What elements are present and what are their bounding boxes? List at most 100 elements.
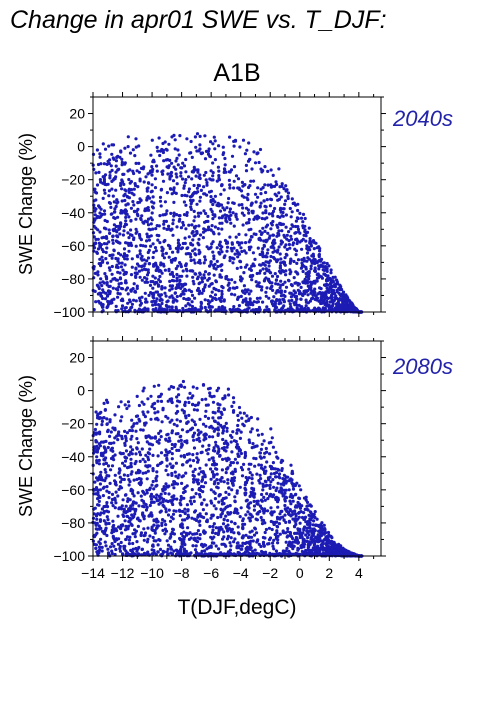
scatter-point: [163, 200, 167, 204]
scatter-point: [208, 425, 212, 429]
scatter-point: [285, 247, 289, 252]
scatter-point: [139, 481, 143, 485]
scatter-point: [102, 235, 106, 239]
scatter-point: [226, 387, 230, 391]
scatter-point: [238, 259, 242, 263]
scatter-point: [187, 223, 191, 227]
scatter-point: [255, 531, 259, 535]
scatter-point: [251, 303, 255, 307]
scatter-point: [193, 509, 198, 513]
scatter-point: [98, 430, 102, 434]
scatter-point: [145, 277, 149, 281]
scatter-point: [310, 515, 314, 520]
scatter-point: [130, 448, 135, 452]
scatter-point: [121, 523, 125, 527]
scatter-point: [98, 513, 102, 517]
scatter-point: [273, 249, 277, 253]
scatter-point: [222, 542, 226, 546]
scatter-point: [303, 259, 307, 263]
scatter-point: [259, 447, 263, 451]
scatter-point: [189, 202, 193, 206]
scatter-point: [215, 246, 219, 250]
scatter-point: [243, 455, 247, 460]
scatter-point: [143, 280, 147, 284]
scatter-point: [272, 510, 276, 514]
scatter-point: [174, 461, 178, 465]
scatter-point: [245, 478, 249, 482]
scatter-point: [241, 138, 246, 142]
scatter-point: [195, 532, 199, 536]
scatter-point: [132, 193, 136, 197]
scatter-point: [285, 188, 289, 192]
scatter-point: [311, 523, 315, 527]
scatter-point: [209, 169, 213, 173]
scatter-point: [157, 538, 161, 542]
scatter-point: [219, 552, 223, 556]
scatter-point: [100, 507, 104, 511]
scatter-point: [97, 524, 101, 528]
scatter-point: [192, 438, 196, 442]
scatter-point: [276, 248, 280, 252]
scatter-point: [174, 167, 178, 171]
scatter-point: [247, 240, 251, 244]
scatter-point: [135, 262, 140, 266]
scatter-point: [164, 147, 168, 151]
scatter-point: [140, 547, 144, 552]
scatter-point: [135, 230, 139, 234]
scatter-point: [166, 399, 170, 403]
scatter-point: [306, 546, 310, 550]
scatter-point: [256, 246, 260, 250]
scatter-point: [274, 488, 278, 493]
scatter-point: [163, 527, 167, 531]
scatter-point: [296, 272, 300, 276]
scatter-point: [101, 142, 105, 146]
scatter-point: [218, 209, 223, 213]
scatter-point: [232, 165, 237, 169]
scatter-point: [106, 518, 110, 522]
scatter-point: [129, 289, 133, 293]
scatter-point: [182, 184, 186, 188]
scatter-point: [236, 511, 240, 515]
panel-2040s: 2040s SWE Change (%) 200−20−40−60−80−100: [16, 92, 453, 320]
scatter-point: [287, 279, 291, 283]
scatter-point: [277, 229, 281, 233]
scatter-point: [120, 434, 124, 438]
scatter-point: [183, 400, 187, 404]
scatter-point: [177, 439, 181, 443]
scatter-point: [191, 238, 195, 242]
scatter-point: [125, 527, 129, 531]
scatter-point: [123, 281, 128, 285]
scatter-point: [96, 215, 100, 219]
scatter-point: [302, 510, 306, 515]
scatter-point: [179, 247, 183, 251]
scatter-point: [200, 151, 205, 155]
scatter-point: [283, 199, 288, 203]
scatter-point: [298, 532, 302, 537]
scatter-point: [232, 439, 236, 443]
scatter-point: [220, 289, 224, 293]
scatter-point: [280, 184, 284, 188]
scatter-point: [252, 499, 256, 503]
scatter-point: [240, 194, 244, 198]
scatter-point: [267, 264, 271, 268]
scatter-point: [145, 540, 149, 544]
scatter-point: [198, 417, 202, 421]
scatter-point: [313, 287, 317, 291]
scatter-point: [287, 488, 291, 492]
scatter-point: [327, 264, 331, 268]
scatter-point: [276, 541, 280, 545]
scatter-point: [174, 159, 178, 163]
scatter-point: [185, 137, 189, 141]
scatter-point: [303, 229, 307, 234]
scatter-point: [289, 502, 293, 506]
scatter-point: [201, 236, 205, 240]
scatter-point: [93, 521, 97, 525]
scatter-point: [226, 456, 230, 460]
scatter-point: [228, 259, 232, 263]
scatter-point: [184, 471, 188, 475]
scatter-point: [279, 210, 283, 214]
scatter-point: [211, 174, 215, 178]
scatter-point: [156, 284, 161, 288]
scatter-point: [96, 446, 101, 450]
scatter-point: [145, 189, 149, 193]
